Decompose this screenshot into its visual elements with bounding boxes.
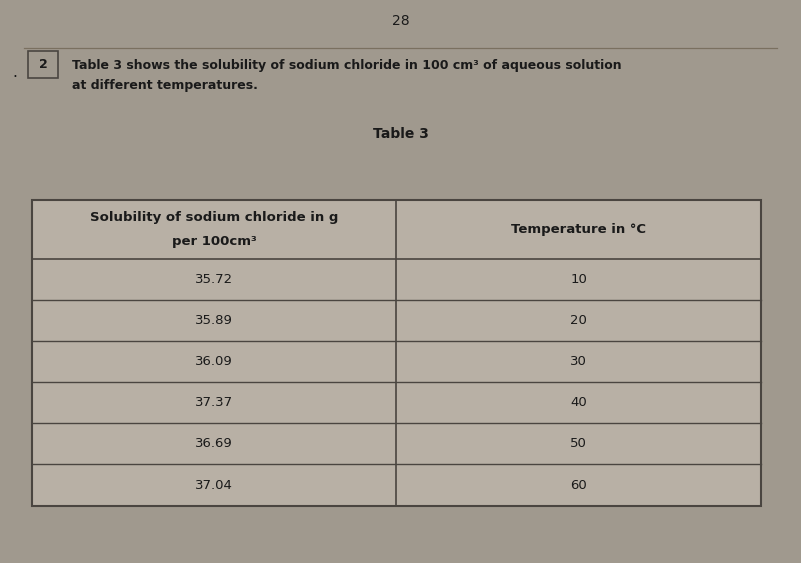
Text: 30: 30: [570, 355, 587, 368]
Text: 36.09: 36.09: [195, 355, 233, 368]
Bar: [28, 51, 58, 78]
Text: 50: 50: [570, 437, 587, 450]
Text: 60: 60: [570, 479, 587, 491]
Text: per 100cm³: per 100cm³: [172, 235, 256, 248]
Text: 10: 10: [570, 273, 587, 286]
Text: 20: 20: [570, 314, 587, 327]
Text: Table 3 shows the solubility of sodium chloride in 100 cm³ of aqueous solution: Table 3 shows the solubility of sodium c…: [72, 59, 622, 72]
Text: 37.04: 37.04: [195, 479, 233, 491]
Text: 37.37: 37.37: [195, 396, 233, 409]
Text: Temperature in °C: Temperature in °C: [511, 223, 646, 236]
Text: 2: 2: [39, 57, 47, 71]
Text: 35.72: 35.72: [195, 273, 233, 286]
Text: 36.69: 36.69: [195, 437, 233, 450]
Text: 35.89: 35.89: [195, 314, 233, 327]
Text: 40: 40: [570, 396, 587, 409]
Text: Solubility of sodium chloride in g: Solubility of sodium chloride in g: [90, 211, 339, 224]
Text: 28: 28: [392, 14, 409, 28]
Text: Table 3: Table 3: [372, 127, 429, 141]
Text: .: .: [12, 65, 17, 80]
Bar: [32, 200, 761, 506]
Text: at different temperatures.: at different temperatures.: [72, 79, 258, 92]
